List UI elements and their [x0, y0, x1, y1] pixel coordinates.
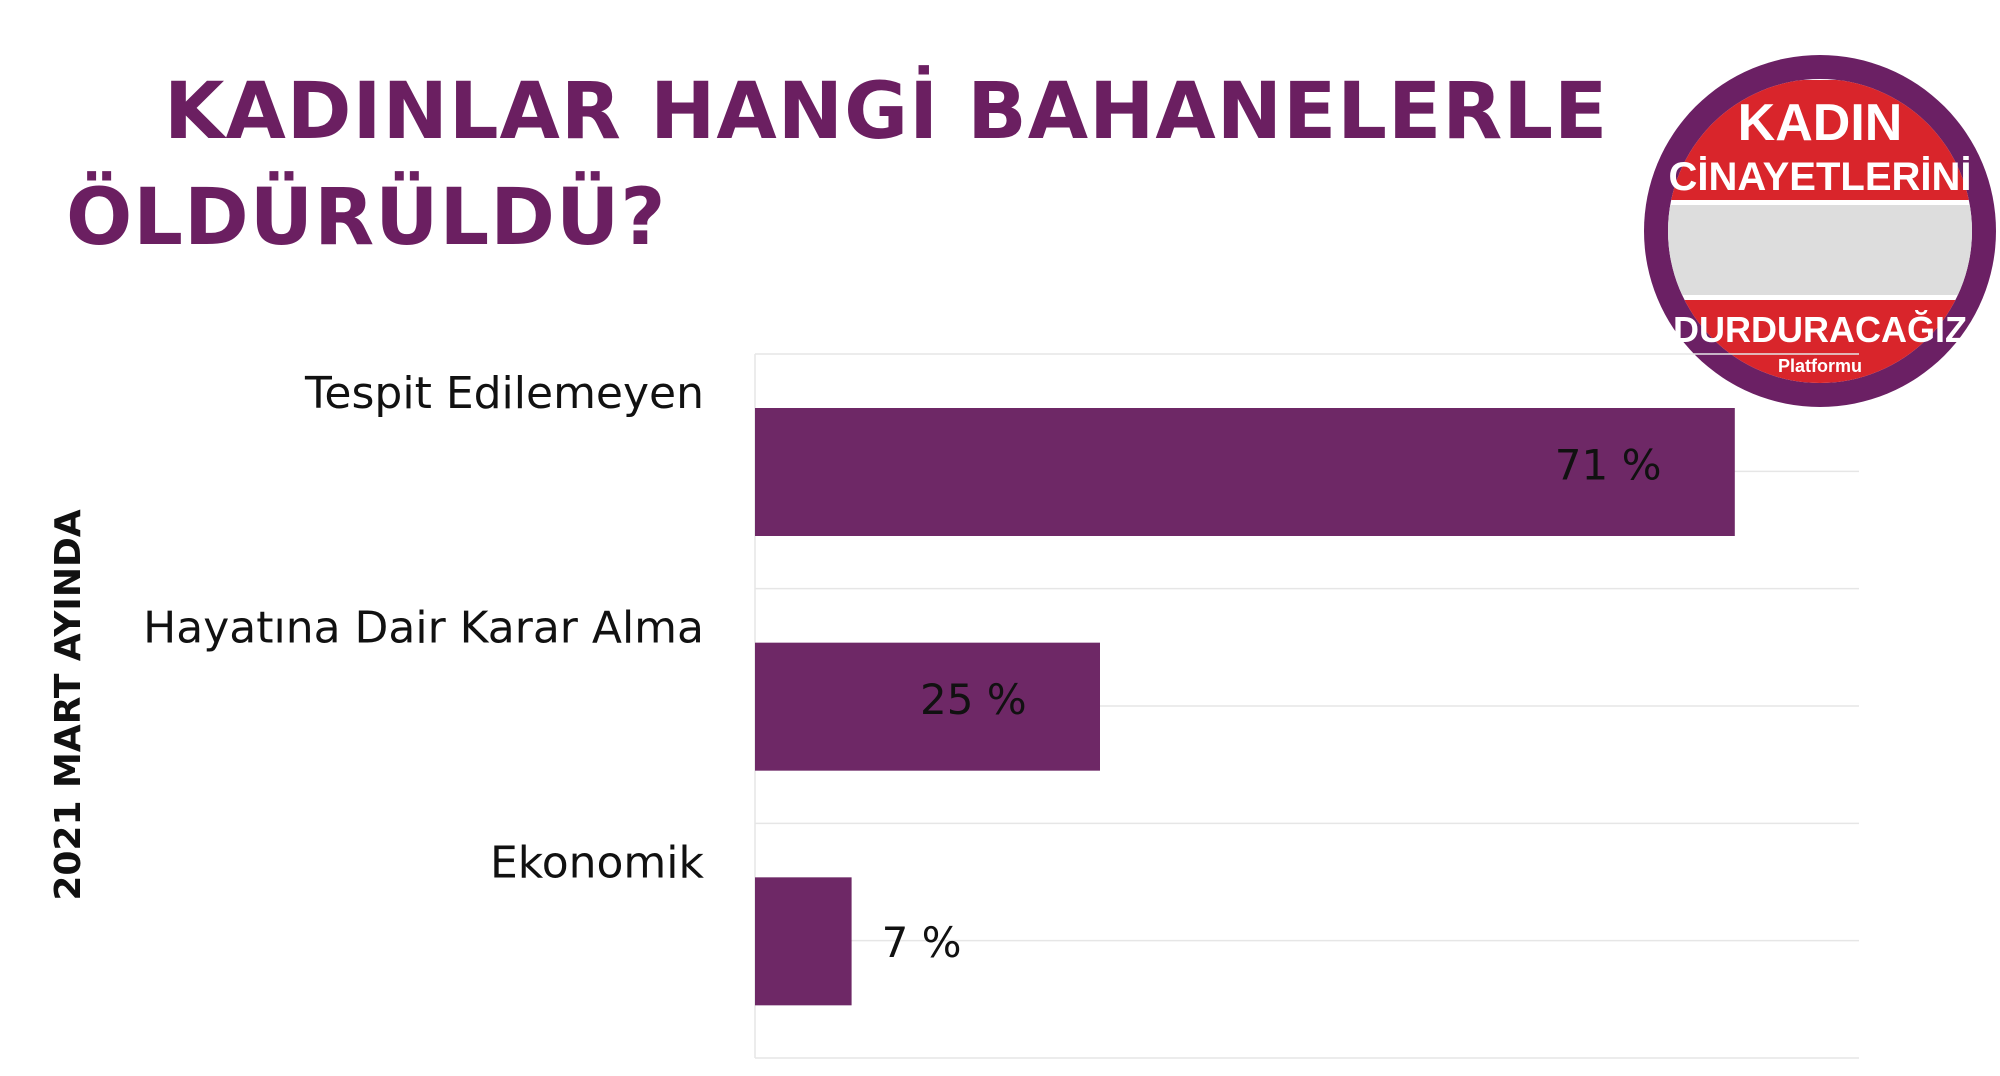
logo-text: KADIN: [1738, 94, 1903, 152]
value-label: 25 %: [920, 675, 1027, 724]
bar: [755, 408, 1735, 536]
chart-title: KADINLAR HANGİ BAHANELERLE: [164, 65, 1608, 157]
chart-title: ÖLDÜRÜLDÜ?: [66, 171, 667, 263]
logo-photos: [1668, 205, 1972, 295]
category-label: Tespit Edilemeyen: [304, 368, 704, 419]
logo-text: CİNAYETLERİNİ: [1668, 155, 1971, 199]
logo: KADIN CİNAYETLERİNİ DURDURACAĞIZ Platfor…: [1644, 55, 1996, 407]
logo-text: DURDURACAĞIZ: [1673, 309, 1967, 350]
bar: [755, 642, 1100, 771]
value-label: 7 %: [882, 918, 962, 967]
category-label: Hayatına Dair Karar Alma: [143, 603, 704, 654]
axis-label: 2021 MART AYINDA: [48, 509, 89, 900]
logo-text: Platformu: [1778, 356, 1862, 376]
value-label: 71 %: [1555, 441, 1662, 490]
category-label: Ekonomik: [490, 837, 705, 888]
bar: [755, 877, 852, 1006]
